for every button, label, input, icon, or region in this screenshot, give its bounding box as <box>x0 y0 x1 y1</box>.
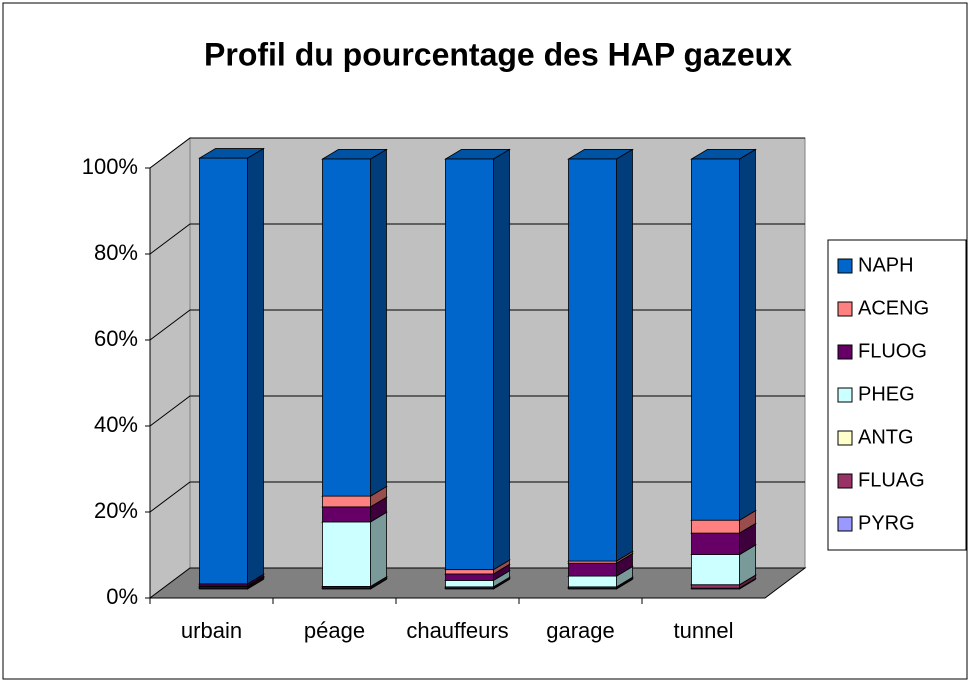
legend-label: NAPH <box>858 254 914 276</box>
legend-swatch <box>837 301 853 317</box>
bar-side <box>739 148 756 521</box>
legend-label: FLUAG <box>858 469 925 491</box>
bar <box>445 573 494 581</box>
legend-swatch <box>837 258 853 274</box>
bar-side <box>370 511 387 588</box>
bar <box>691 584 740 589</box>
bar <box>445 580 494 588</box>
bar <box>568 158 617 562</box>
bar-side <box>616 148 633 562</box>
bar-segment <box>321 511 388 588</box>
side-wall <box>149 137 191 599</box>
bar <box>691 554 740 586</box>
x-tick-label: tunnel <box>674 618 734 643</box>
legend-label: ACENG <box>858 297 929 319</box>
y-tick-label: 20% <box>94 498 138 523</box>
legend-label: PYRG <box>858 512 915 534</box>
grid-line <box>149 137 805 169</box>
y-tick-label: 0% <box>106 584 138 609</box>
bar <box>322 495 371 508</box>
legend-swatch <box>837 473 853 489</box>
x-tick-label: péage <box>304 618 365 643</box>
y-tick-label: 80% <box>94 240 138 265</box>
x-tick-label: urbain <box>181 618 242 643</box>
legend-swatch <box>837 387 853 403</box>
x-tick-label: garage <box>546 618 615 643</box>
bar <box>322 158 371 497</box>
bar <box>691 158 740 521</box>
bar-segment <box>567 148 634 562</box>
legend-swatch <box>837 516 853 532</box>
bar-side <box>493 148 510 571</box>
y-tick-label: 100% <box>82 154 138 179</box>
bar-segment <box>321 148 388 497</box>
bar <box>691 519 740 534</box>
bar <box>691 532 740 555</box>
x-tick-label: chauffeurs <box>406 618 508 643</box>
legend-label: ANTG <box>858 426 914 448</box>
legend-label: PHEG <box>858 383 915 405</box>
legend-label: FLUOG <box>858 340 927 362</box>
bar-segment <box>198 147 265 585</box>
legend-swatch <box>837 344 853 360</box>
bar <box>568 562 617 577</box>
bar <box>445 158 494 571</box>
y-tick-label: 60% <box>94 326 138 351</box>
legend-swatch <box>837 430 853 446</box>
bar-segment <box>690 148 757 521</box>
bar-side <box>370 148 387 497</box>
bar <box>568 575 617 588</box>
bar-side <box>247 147 264 585</box>
bar <box>199 157 248 585</box>
chart-title: Profil du pourcentage des HAP gazeux <box>204 36 792 72</box>
bar <box>322 506 371 523</box>
bar <box>445 569 494 575</box>
bar <box>322 521 371 587</box>
y-tick-label: 40% <box>94 412 138 437</box>
bar-segment <box>444 148 511 571</box>
